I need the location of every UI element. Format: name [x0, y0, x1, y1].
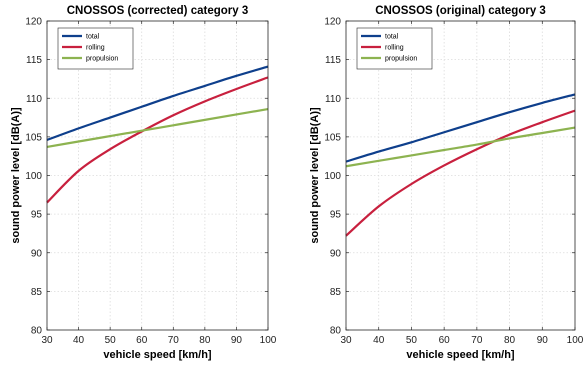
legend: total rolling propulsion — [57, 27, 134, 70]
x-tick-label: 60 — [439, 335, 451, 346]
series-line-total — [46, 65, 269, 142]
legend-box — [356, 27, 433, 70]
y-tick-label: 90 — [31, 248, 43, 259]
chart-title: CNOSSOS (corrected) category 3 — [67, 5, 249, 17]
y-tick-label: 85 — [330, 287, 342, 298]
chart-title: CNOSSOS (original) category 3 — [375, 5, 546, 17]
x-tick-label: 90 — [537, 335, 549, 346]
y-tick-label: 105 — [25, 132, 42, 143]
legend-label: rolling — [385, 45, 404, 52]
x-tick-label: 50 — [406, 335, 418, 346]
y-tick-label: 95 — [31, 210, 43, 221]
legend-label: propulsion — [385, 56, 417, 63]
y-tick-label: 120 — [324, 17, 341, 28]
chart-panel-1: 30 40 50 60 70 80 90 100 80 85 90 95 100 105 110 115 120… — [10, 5, 277, 361]
y-axis-label: sound power level [dB(A)] — [10, 107, 22, 244]
x-tick-label: 30 — [340, 335, 352, 346]
y-tick-label: 100 — [324, 171, 341, 182]
x-tick-label: 40 — [73, 335, 85, 346]
y-tick-label: 100 — [25, 171, 42, 182]
y-tick-label: 120 — [25, 17, 42, 28]
legend-label: total — [86, 34, 100, 41]
series-line-propulsion — [46, 107, 269, 149]
x-tick-label: 40 — [373, 335, 385, 346]
series-line-rolling — [46, 76, 269, 204]
legend-label: propulsion — [86, 56, 118, 63]
y-tick-label: 95 — [330, 210, 342, 221]
series-line-propulsion — [345, 126, 576, 168]
x-tick-label: 30 — [41, 335, 53, 346]
x-axis-label: vehicle speed [km/h] — [406, 349, 515, 361]
y-tick-label: 80 — [330, 326, 342, 337]
x-tick-label: 90 — [231, 335, 243, 346]
x-tick-label: 70 — [471, 335, 483, 346]
x-tick-label: 50 — [105, 335, 117, 346]
legend-label: rolling — [86, 45, 105, 52]
plot-area — [346, 21, 575, 330]
y-tick-label: 115 — [325, 55, 341, 66]
y-tick-label: 85 — [31, 287, 43, 298]
x-tick-label: 100 — [260, 335, 277, 346]
y-tick-label: 110 — [26, 94, 42, 105]
legend-box — [57, 27, 134, 70]
x-tick-label: 80 — [199, 335, 211, 346]
y-tick-label: 115 — [26, 55, 42, 66]
legend-label: total — [385, 34, 399, 41]
y-tick-label: 90 — [330, 248, 342, 259]
y-tick-label: 80 — [31, 326, 43, 337]
legend: total rolling propulsion — [356, 27, 433, 70]
y-axis-label: sound power level [dB(A)] — [309, 107, 321, 244]
y-tick-label: 110 — [325, 94, 341, 105]
x-tick-label: 80 — [504, 335, 516, 346]
x-axis-label: vehicle speed [km/h] — [103, 349, 212, 361]
series-line-rolling — [345, 109, 576, 237]
chart-panel-2: 30 40 50 60 70 80 90 100 80 85 90 95 100 105 110 115 120… — [309, 5, 584, 361]
plot-area — [47, 21, 268, 330]
y-tick-label: 105 — [324, 132, 341, 143]
x-tick-label: 70 — [168, 335, 180, 346]
x-tick-label: 100 — [567, 335, 584, 346]
series-line-total — [345, 93, 576, 163]
x-tick-label: 60 — [136, 335, 148, 346]
